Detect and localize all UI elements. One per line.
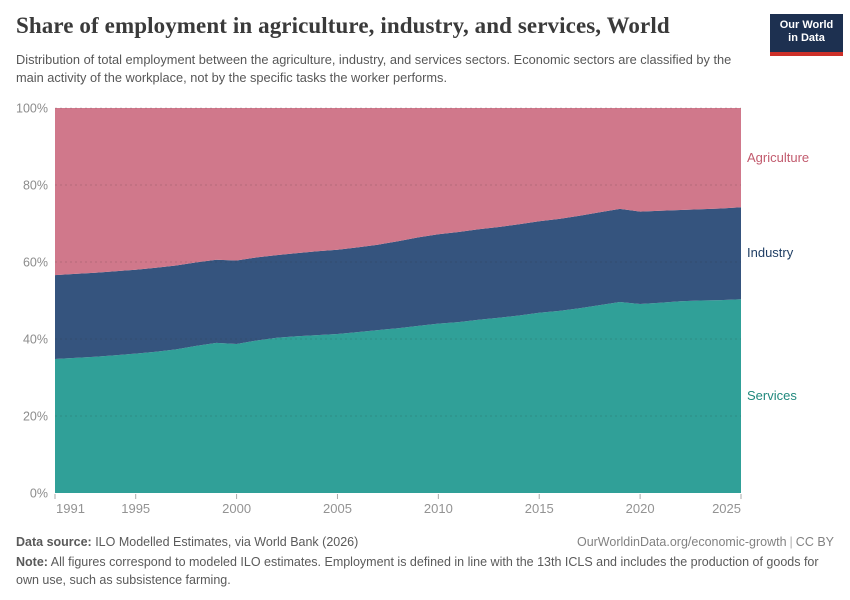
svg-text:2020: 2020 (626, 501, 655, 516)
svg-text:2000: 2000 (222, 501, 251, 516)
svg-text:0%: 0% (30, 487, 48, 501)
owid-url-link: OurWorldinData.org/economic-growth (576, 535, 787, 549)
svg-text:100%: 100% (16, 102, 48, 116)
stacked-area-chart[interactable]: 0% 20% 40% 60% 80% 100% 1991 1995 2000 2005 2010 20… (0, 96, 850, 526)
owid-logo-line2: in Data (788, 32, 825, 44)
svg-text:80%: 80% (23, 179, 48, 193)
citation-line: OurWorldinData.org/economic-growth | CC BY (577, 535, 834, 549)
svg-text:2010: 2010 (424, 501, 453, 516)
chart-note: Note: All figures correspond to modeled … (16, 554, 836, 590)
svg-text:60%: 60% (23, 256, 48, 270)
chart-subtitle: Distribution of total employment between… (16, 52, 732, 85)
svg-text:2025: 2025 (712, 501, 741, 516)
note-text: All figures correspond to modeled ILO es… (16, 555, 819, 587)
svg-text:2015: 2015 (525, 501, 554, 516)
data-source-label: Data source: (16, 535, 92, 549)
data-source-text: ILO Modelled Estimates, via World Bank (… (91, 535, 359, 549)
license-badge: CC BY (795, 535, 834, 549)
series-label-services[interactable]: Services (747, 388, 797, 404)
data-source-line: Data source: ILO Modelled Estimates, via… (16, 535, 358, 549)
owid-logo[interactable]: Our World in Data (770, 14, 843, 56)
series-label-industry[interactable]: Industry (747, 245, 794, 261)
series-label-agriculture[interactable]: Agriculture (747, 149, 810, 165)
svg-text:1991: 1991 (56, 501, 85, 516)
svg-text:20%: 20% (23, 410, 48, 424)
owid-logo-line1: Our World (779, 19, 834, 31)
note-label: Note: (16, 555, 48, 569)
svg-text:40%: 40% (23, 333, 48, 347)
svg-text:1995: 1995 (121, 501, 150, 516)
page-title: Share of employment in agriculture, indu… (16, 13, 670, 38)
svg-text:2005: 2005 (323, 501, 352, 516)
chart-canvas[interactable]: 0% 20% 40% 60% 80% 100% 1991 1995 2000 2005 2010 20… (0, 96, 850, 526)
citation-separator: | (789, 535, 793, 549)
